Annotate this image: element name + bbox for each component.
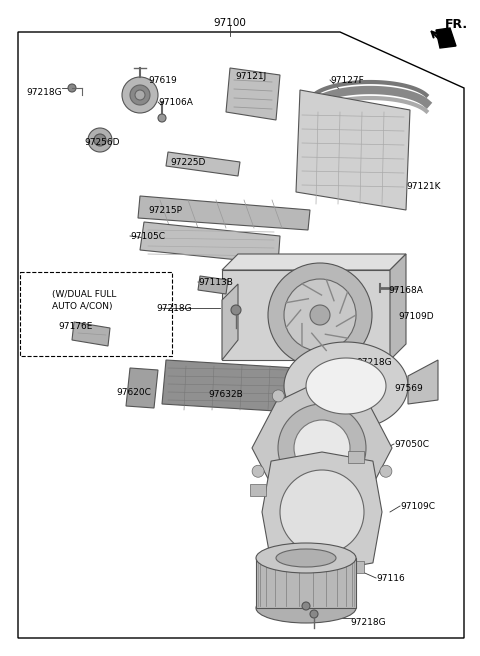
- Polygon shape: [296, 90, 410, 210]
- Polygon shape: [262, 452, 382, 572]
- Bar: [20, 272, 172, 356]
- Circle shape: [302, 602, 310, 610]
- Polygon shape: [284, 342, 408, 430]
- Polygon shape: [126, 368, 158, 408]
- Polygon shape: [348, 451, 364, 462]
- Text: FR.: FR.: [445, 18, 468, 31]
- Polygon shape: [256, 558, 356, 608]
- Polygon shape: [436, 28, 456, 48]
- Polygon shape: [140, 222, 280, 264]
- Text: 97050C: 97050C: [394, 440, 429, 449]
- Circle shape: [130, 85, 150, 105]
- Text: 97225D: 97225D: [170, 158, 205, 167]
- Text: 97168A: 97168A: [388, 286, 423, 295]
- Text: AUTO A/CON): AUTO A/CON): [52, 302, 112, 311]
- Polygon shape: [162, 360, 296, 412]
- Circle shape: [68, 84, 76, 92]
- Polygon shape: [270, 555, 286, 567]
- Circle shape: [158, 114, 166, 122]
- Polygon shape: [306, 358, 386, 414]
- Text: 97105C: 97105C: [130, 232, 165, 241]
- Ellipse shape: [256, 593, 356, 623]
- Circle shape: [278, 404, 366, 492]
- Text: 97113B: 97113B: [198, 278, 233, 287]
- Text: 97109D: 97109D: [398, 312, 433, 321]
- Text: 97632B: 97632B: [208, 390, 243, 399]
- Circle shape: [294, 420, 350, 476]
- Text: 97619: 97619: [148, 76, 177, 85]
- Text: 97218G: 97218G: [156, 304, 192, 313]
- Circle shape: [231, 305, 241, 315]
- Text: 97106A: 97106A: [158, 98, 193, 107]
- Circle shape: [284, 279, 356, 351]
- Circle shape: [268, 263, 372, 367]
- Text: 97569: 97569: [394, 384, 423, 393]
- Text: 97215P: 97215P: [148, 206, 182, 215]
- Text: 97109C: 97109C: [400, 502, 435, 511]
- Ellipse shape: [276, 549, 336, 567]
- Text: (W/DUAL FULL: (W/DUAL FULL: [52, 290, 116, 299]
- Circle shape: [272, 390, 284, 402]
- Polygon shape: [222, 284, 238, 360]
- Circle shape: [350, 383, 362, 395]
- Polygon shape: [348, 562, 364, 573]
- Polygon shape: [222, 254, 406, 270]
- Text: 97256D: 97256D: [84, 138, 120, 147]
- Circle shape: [135, 90, 145, 100]
- Polygon shape: [408, 360, 438, 404]
- Circle shape: [88, 128, 112, 152]
- Polygon shape: [166, 152, 240, 176]
- Text: 97218G: 97218G: [356, 358, 392, 367]
- Text: 97121J: 97121J: [235, 72, 266, 81]
- Polygon shape: [252, 380, 392, 516]
- Polygon shape: [138, 196, 310, 230]
- Circle shape: [94, 134, 106, 146]
- Circle shape: [331, 357, 341, 367]
- Polygon shape: [226, 68, 280, 120]
- Circle shape: [316, 510, 328, 522]
- Circle shape: [310, 610, 318, 618]
- Circle shape: [122, 77, 158, 113]
- Text: 97176E: 97176E: [58, 322, 92, 331]
- Polygon shape: [390, 254, 406, 360]
- Text: 97121K: 97121K: [406, 182, 441, 191]
- Circle shape: [380, 465, 392, 478]
- Polygon shape: [198, 276, 228, 294]
- Text: 97100: 97100: [214, 18, 246, 28]
- Polygon shape: [250, 484, 266, 496]
- Polygon shape: [222, 270, 390, 360]
- Text: 97218G: 97218G: [350, 618, 385, 627]
- Text: 97116: 97116: [376, 574, 405, 583]
- Ellipse shape: [256, 543, 356, 573]
- Text: 97620C: 97620C: [116, 388, 151, 397]
- Text: 97127F: 97127F: [330, 76, 364, 85]
- Circle shape: [252, 465, 264, 478]
- Text: 97218G: 97218G: [26, 88, 62, 97]
- Circle shape: [280, 470, 364, 554]
- Circle shape: [310, 305, 330, 325]
- Polygon shape: [72, 322, 110, 346]
